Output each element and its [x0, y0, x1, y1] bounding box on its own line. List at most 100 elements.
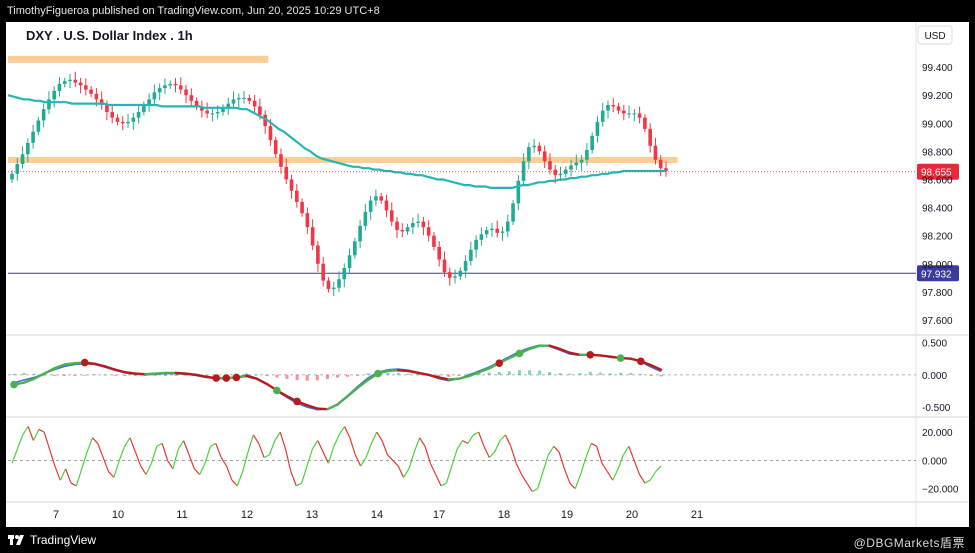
macd-histogram-bar [184, 374, 188, 376]
macd-histogram-bar [12, 373, 16, 375]
macd-signal-segment [103, 365, 117, 371]
candle-body [189, 95, 194, 101]
macd-signal-segment [63, 361, 76, 366]
candle-body [47, 99, 51, 110]
oscillator-segment [65, 468, 72, 484]
price-tick-label: 99.000 [922, 119, 953, 130]
macd-signal-segment [43, 367, 56, 375]
oscillator-segment [558, 451, 566, 470]
candle-body [326, 280, 331, 290]
candle-body [62, 81, 67, 84]
oscillator-segment [75, 468, 83, 487]
oscillator-segment [295, 482, 302, 487]
oscillator-panel [8, 426, 916, 493]
macd-histogram-bar [386, 372, 390, 375]
candle-body [263, 114, 267, 127]
oscillator-segment [183, 440, 190, 455]
oscillator-segment [370, 431, 378, 444]
price-tick-label: 98.600 [922, 175, 953, 186]
macd-signal-segment [326, 403, 339, 411]
candle-body [521, 161, 526, 181]
candle-body [606, 105, 610, 111]
macd-histogram-bar [164, 374, 168, 376]
oscillator-segment [344, 426, 351, 439]
macd-histogram-bar [103, 374, 107, 376]
macd-signal-segment [427, 373, 440, 379]
candle-body [89, 89, 93, 94]
macd-cross-marker [80, 358, 89, 367]
candle-body [474, 239, 478, 250]
macd-signal-segment [407, 369, 420, 375]
support-price-label: 97.932 [921, 269, 952, 280]
macd-signal-segment [457, 374, 471, 380]
chart-panel[interactable]: 97.932 98.655 97.600 97.800 98.000 98.200 98… [6, 22, 969, 527]
oscillator-segment [462, 440, 469, 444]
candle-body [316, 245, 320, 264]
candle-body [400, 230, 405, 232]
chart-canvas[interactable]: 97.932 98.655 97.600 97.800 98.000 98.200 98… [6, 22, 969, 527]
oscillator-segment [279, 431, 287, 450]
oscillator-segment [354, 454, 362, 467]
macd-panel [8, 344, 916, 411]
candle-body [236, 97, 241, 100]
oscillator-segment [140, 465, 147, 475]
oscillator-segment [435, 474, 442, 487]
oscillator-segment [27, 426, 35, 441]
macd-signal-segment [447, 377, 461, 381]
macd-histogram-bar [416, 373, 420, 375]
oscillator-segment [628, 446, 635, 461]
macd-cross-marker [616, 354, 625, 362]
oscillator-segment [451, 448, 458, 467]
candle-body [73, 79, 78, 83]
oscillator-segment [215, 443, 222, 458]
oscillator-segment [43, 431, 51, 450]
currency-badge[interactable] [917, 25, 953, 45]
candle-body [163, 85, 167, 89]
macd-histogram-bar [487, 372, 491, 375]
candle-body [68, 79, 72, 82]
time-tick-label: 18 [498, 509, 510, 521]
macd-signal-segment [184, 372, 198, 377]
candle-body [10, 173, 14, 180]
candle-body [579, 159, 584, 163]
macd-histogram-bar [123, 374, 127, 376]
oscillator-segment [494, 440, 501, 453]
candle-body [279, 154, 283, 167]
candle-body [15, 164, 20, 174]
price-tick-label: 98.800 [922, 147, 953, 158]
macd-signal-segment [33, 372, 46, 380]
candle-body [115, 117, 120, 122]
candle-body [643, 117, 647, 129]
macd-histogram-bar [133, 374, 137, 376]
oscillator-segment [188, 454, 195, 470]
oscillator-segment [365, 443, 372, 458]
price-tick-label: 98.000 [922, 260, 953, 271]
candle-body [653, 145, 658, 160]
candle-body [78, 82, 83, 86]
candle-body [516, 180, 521, 204]
time-tick-label: 7 [53, 509, 59, 521]
candle-body [379, 196, 383, 201]
macd-cross-marker [293, 397, 301, 406]
macd-histogram-bar [548, 372, 552, 375]
support-line: 97.932 [8, 265, 959, 282]
macd-signal-segment [255, 377, 268, 386]
macd-signal-segment [396, 369, 410, 373]
candle-body [664, 168, 668, 172]
macd-signal-segment [467, 371, 481, 378]
macd-cross-marker [222, 374, 231, 382]
oscillator-segment [274, 431, 281, 441]
candle-body [353, 241, 357, 256]
price-axis[interactable]: 97.600 97.800 98.000 98.200 98.400 98.600 98.8… [922, 63, 959, 496]
macd-signal-segment [93, 362, 107, 368]
oscillator-segment [210, 442, 217, 447]
oscillator-segment [231, 479, 238, 487]
tradingview-logo[interactable]: TradingView [8, 533, 96, 547]
candle-body [310, 227, 315, 246]
macd-histogram-bar [477, 373, 481, 375]
macd-histogram-bar [639, 373, 643, 375]
candle-body [527, 147, 531, 162]
time-tick-label: 12 [241, 509, 253, 521]
macd-histogram-bar [336, 374, 339, 378]
time-axis[interactable]: 7 10 11 12 13 14 17 18 19 20 21 [53, 509, 703, 521]
